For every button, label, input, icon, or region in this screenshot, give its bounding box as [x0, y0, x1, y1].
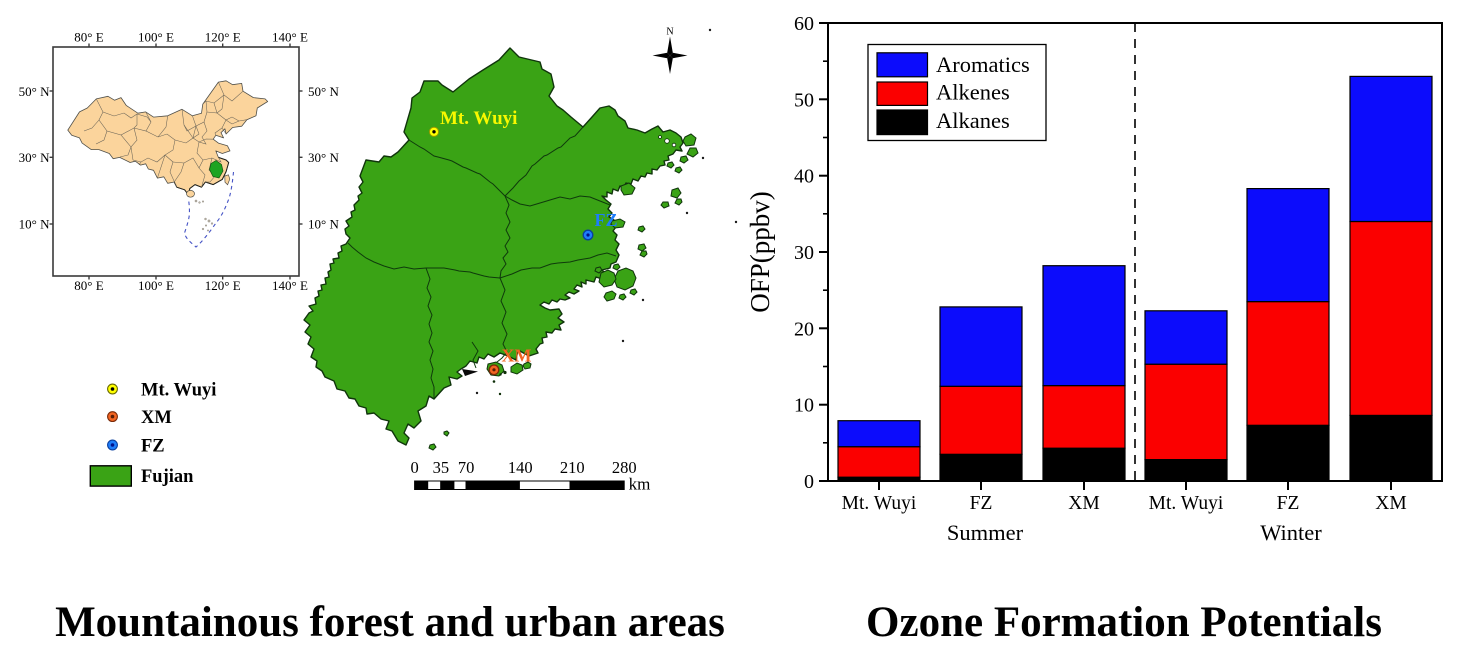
svg-text:0: 0	[410, 458, 418, 477]
svg-text:XM: XM	[1375, 493, 1406, 514]
svg-text:0: 0	[804, 471, 814, 493]
svg-text:Mt. Wuyi: Mt. Wuyi	[1149, 493, 1224, 514]
svg-text:120° E: 120° E	[205, 278, 241, 293]
svg-text:100° E: 100° E	[138, 29, 174, 44]
svg-text:Mt. Wuyi: Mt. Wuyi	[842, 493, 917, 514]
svg-text:Fujian: Fujian	[141, 467, 194, 487]
svg-text:FZ: FZ	[141, 437, 165, 457]
svg-text:40: 40	[794, 166, 814, 188]
svg-text:Aromatics: Aromatics	[936, 52, 1030, 77]
svg-text:OFP(ppbv): OFP(ppbv)	[745, 191, 775, 313]
svg-text:20: 20	[794, 318, 814, 340]
svg-text:FZ: FZ	[970, 493, 993, 514]
svg-text:FZ: FZ	[595, 210, 618, 230]
svg-text:80° E: 80° E	[74, 278, 103, 293]
svg-text:XM: XM	[502, 346, 532, 366]
svg-text:km: km	[629, 475, 651, 494]
svg-text:FZ: FZ	[1277, 493, 1300, 514]
svg-text:140: 140	[508, 458, 533, 477]
svg-text:50: 50	[794, 89, 814, 111]
svg-text:Mt. Wuyi: Mt. Wuyi	[440, 108, 517, 129]
svg-text:140° E: 140° E	[272, 29, 308, 44]
svg-text:N: N	[666, 27, 673, 38]
svg-text:60: 60	[794, 13, 814, 35]
svg-text:50° N: 50° N	[308, 84, 339, 99]
svg-text:30° N: 30° N	[308, 150, 339, 165]
svg-text:10° N: 10° N	[308, 217, 339, 232]
svg-text:10: 10	[794, 395, 814, 417]
svg-text:XM: XM	[141, 408, 172, 428]
svg-text:XM: XM	[1068, 493, 1099, 514]
svg-text:Mountainous forest and urban a: Mountainous forest and urban areas	[55, 599, 725, 646]
svg-text:10° N: 10° N	[19, 217, 50, 232]
svg-text:210: 210	[560, 458, 585, 477]
svg-text:120° E: 120° E	[205, 29, 241, 44]
svg-text:100° E: 100° E	[138, 278, 174, 293]
svg-text:70: 70	[458, 458, 475, 477]
svg-text:Alkenes: Alkenes	[936, 80, 1010, 105]
svg-text:Alkanes: Alkanes	[936, 108, 1010, 133]
svg-text:30: 30	[794, 242, 814, 264]
svg-text:80° E: 80° E	[74, 29, 103, 44]
svg-text:Winter: Winter	[1260, 520, 1322, 545]
svg-text:280: 280	[612, 458, 637, 477]
svg-text:Ozone Formation Potentials: Ozone Formation Potentials	[866, 599, 1382, 646]
svg-text:Summer: Summer	[947, 520, 1024, 545]
svg-text:Mt. Wuyi: Mt. Wuyi	[141, 381, 216, 401]
svg-text:35: 35	[433, 458, 450, 477]
svg-text:140° E: 140° E	[272, 278, 308, 293]
svg-text:50° N: 50° N	[19, 84, 50, 99]
svg-text:30° N: 30° N	[19, 150, 50, 165]
